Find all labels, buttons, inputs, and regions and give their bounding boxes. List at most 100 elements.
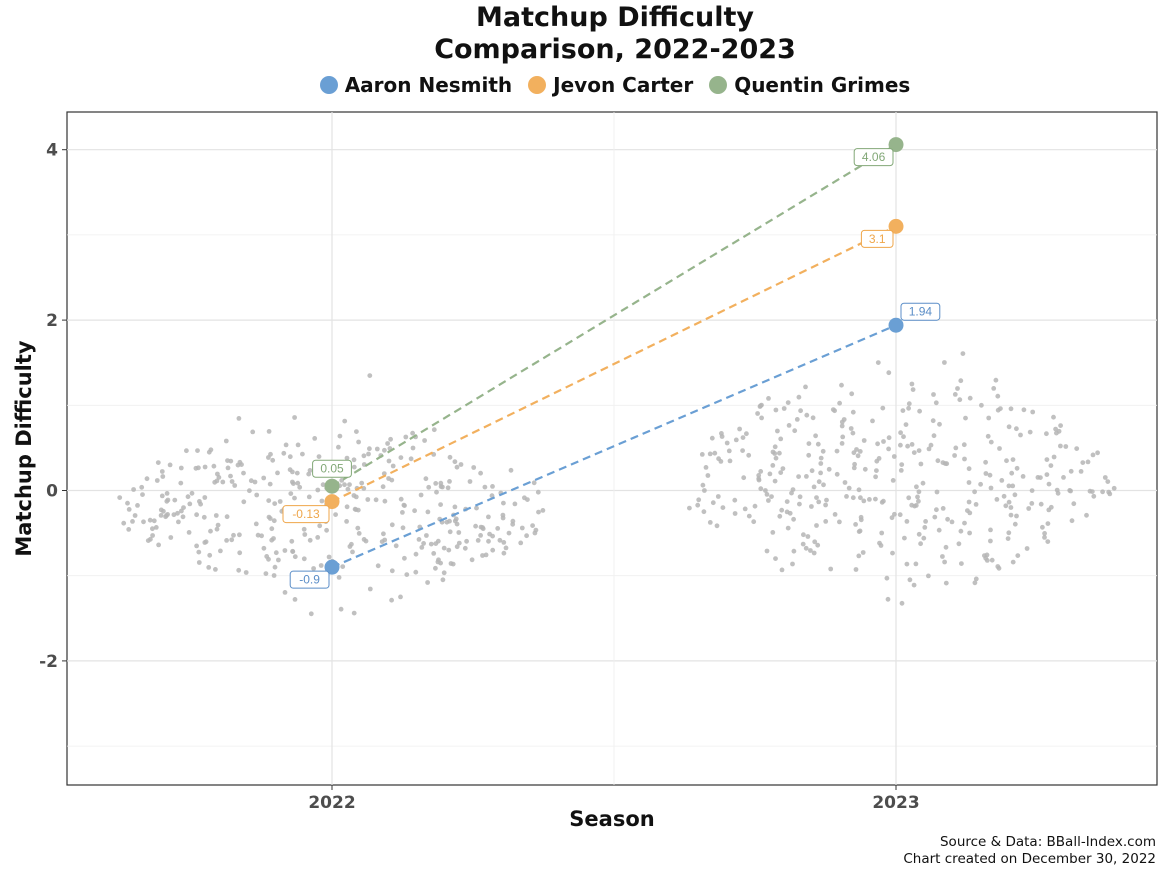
background-point [997, 446, 1002, 451]
background-point [994, 497, 1000, 502]
background-point [773, 556, 778, 561]
background-point [155, 460, 161, 465]
background-point [433, 541, 439, 546]
background-point [875, 360, 881, 365]
background-point [354, 429, 359, 434]
y-tick-label: 4 [46, 141, 58, 161]
background-point [814, 523, 819, 528]
background-point [178, 480, 184, 486]
background-point [478, 524, 484, 530]
background-point [987, 472, 993, 478]
background-point [903, 422, 909, 427]
background-point [1014, 513, 1019, 519]
legend-label-quentin-grimes: Quentin Grimes [734, 73, 911, 97]
background-point [270, 457, 276, 463]
background-point [236, 416, 242, 421]
background-point [1024, 546, 1030, 551]
background-point [928, 442, 934, 448]
background-point [814, 495, 819, 500]
chart-title: Matchup Difficulty Comparison, 2022-2023 [0, 2, 1164, 66]
background-point [966, 480, 972, 485]
background-point [266, 498, 272, 503]
background-point [906, 405, 911, 411]
background-point [267, 516, 273, 521]
background-point [408, 456, 414, 462]
background-point [196, 560, 202, 565]
background-point [359, 480, 365, 486]
background-point [920, 480, 926, 486]
background-point [267, 481, 273, 487]
background-point [714, 523, 720, 529]
background-point [764, 548, 770, 554]
background-point [906, 495, 912, 501]
background-point [1030, 409, 1036, 415]
series-point [888, 137, 904, 153]
background-point [702, 488, 707, 493]
background-point [287, 454, 293, 460]
background-point [707, 520, 713, 525]
background-point [342, 482, 347, 488]
background-point [315, 535, 321, 540]
background-point [973, 576, 979, 582]
background-point [160, 474, 166, 479]
background-point [482, 484, 488, 490]
background-point [480, 553, 485, 558]
background-point [931, 392, 936, 397]
background-point [355, 507, 361, 513]
background-point [999, 478, 1005, 483]
background-point [967, 395, 973, 401]
series-point [324, 559, 340, 575]
background-point [889, 515, 895, 521]
series-quentin-grimes: 0.05 4.06 [312, 137, 904, 494]
background-point [1008, 406, 1014, 412]
background-point [926, 446, 932, 452]
background-point [892, 511, 897, 517]
background-point [1035, 475, 1041, 480]
background-point [934, 489, 940, 495]
background-point [942, 461, 948, 466]
background-point [811, 550, 817, 556]
background-point [955, 386, 960, 391]
background-point [972, 580, 978, 586]
background-point [853, 567, 859, 572]
background-point [837, 519, 842, 525]
background-point [184, 448, 189, 454]
background-point [248, 478, 254, 484]
background-point [917, 408, 922, 414]
background-point [462, 545, 468, 551]
background-point [840, 434, 846, 440]
background-point [791, 516, 796, 522]
background-point [858, 517, 864, 523]
value-label: 0.05 [320, 462, 344, 476]
background-point [989, 557, 995, 563]
background-point [857, 449, 863, 454]
background-point [890, 478, 896, 483]
y-tick-label: -2 [39, 652, 58, 672]
series-line [331, 225, 897, 503]
legend: Aaron Nesmith Jevon Carter Quentin Grime… [0, 73, 1164, 97]
background-point [834, 471, 840, 477]
legend-dot-quentin-grimes [709, 76, 728, 94]
background-point [438, 480, 444, 486]
value-label-box [900, 302, 941, 321]
background-point [126, 527, 132, 532]
background-point [319, 498, 325, 504]
background-point [423, 476, 429, 482]
background-point [150, 526, 155, 532]
background-point [898, 430, 903, 436]
background-point [766, 396, 771, 401]
background-point [312, 436, 318, 441]
background-point [266, 455, 271, 460]
background-point [909, 381, 915, 387]
background-point [818, 461, 824, 466]
background-point [1063, 444, 1069, 449]
series-point [888, 218, 904, 234]
background-point [213, 513, 219, 518]
background-point [425, 580, 430, 585]
background-point [289, 538, 295, 544]
background-point [147, 517, 153, 523]
background-point [839, 441, 845, 446]
background-point [1044, 431, 1049, 437]
background-point [983, 471, 989, 476]
background-point [393, 543, 399, 549]
